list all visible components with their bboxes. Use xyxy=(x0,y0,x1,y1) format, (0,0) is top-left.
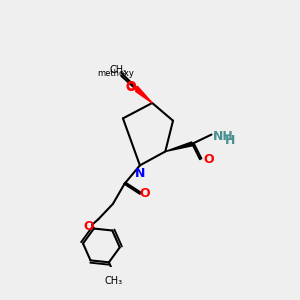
Text: O: O xyxy=(139,187,150,200)
Text: N: N xyxy=(135,167,145,180)
Text: methoxy: methoxy xyxy=(106,73,112,74)
Polygon shape xyxy=(165,142,193,152)
Text: O: O xyxy=(83,220,94,233)
Text: ₃: ₃ xyxy=(123,67,126,76)
Text: O: O xyxy=(125,81,136,94)
Text: NH: NH xyxy=(213,130,234,142)
Text: H: H xyxy=(225,134,236,147)
Text: CH: CH xyxy=(110,65,124,75)
Polygon shape xyxy=(135,86,152,103)
Text: O: O xyxy=(125,80,136,92)
Text: O: O xyxy=(203,153,214,166)
Text: methoxy: methoxy xyxy=(97,69,134,78)
Text: CH₃: CH₃ xyxy=(104,275,122,286)
Polygon shape xyxy=(136,88,152,103)
